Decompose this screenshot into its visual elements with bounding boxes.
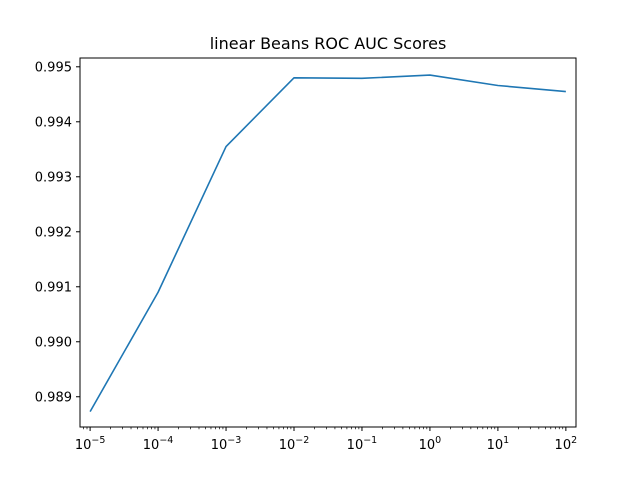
y-axis: 0.989 0.990 0.991 0.992 0.993 0.994 0.995 bbox=[35, 60, 80, 405]
y-tick-label: 0.993 bbox=[35, 170, 72, 185]
x-tick-label: 102 bbox=[555, 435, 578, 453]
y-tick-label: 0.994 bbox=[35, 115, 72, 130]
y-tick-label: 0.990 bbox=[35, 335, 72, 350]
x-tick-label: 10−5 bbox=[75, 435, 106, 453]
x-tick-label: 100 bbox=[419, 435, 442, 453]
x-tick-label: 101 bbox=[487, 435, 510, 453]
series-line bbox=[89, 74, 566, 412]
x-tick-label: 10−1 bbox=[347, 435, 378, 453]
x-tick-label: 10−2 bbox=[279, 435, 310, 453]
y-tick-label: 0.991 bbox=[35, 280, 72, 295]
chart-title: linear Beans ROC AUC Scores bbox=[210, 34, 447, 53]
x-axis: 10−5 10−4 10−3 10−2 10−1 100 101 102 bbox=[75, 427, 577, 453]
y-tick-label: 0.989 bbox=[35, 390, 72, 405]
x-tick-label: 10−3 bbox=[211, 435, 242, 453]
series-layer bbox=[89, 74, 566, 412]
y-tick-label: 0.992 bbox=[35, 225, 72, 240]
plot-frame bbox=[79, 57, 577, 428]
x-tick-label: 10−4 bbox=[143, 435, 174, 453]
y-tick-label: 0.995 bbox=[35, 60, 72, 75]
